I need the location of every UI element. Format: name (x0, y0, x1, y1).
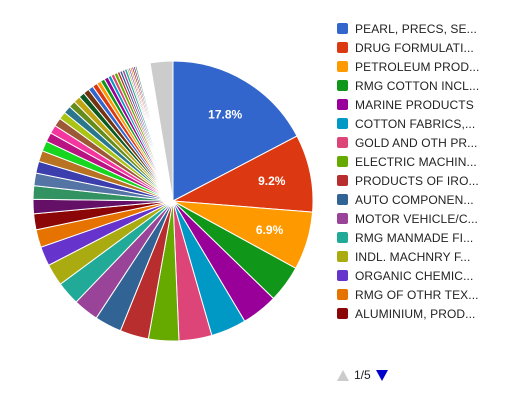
legend-item[interactable]: PEARL, PRECS, SE... (337, 19, 502, 38)
legend-swatch (337, 232, 348, 243)
legend-item[interactable]: ELECTRIC MACHIN... (337, 152, 502, 171)
legend-label: MOTOR VEHICLE/C... (355, 211, 478, 226)
page-down-arrow-icon[interactable] (375, 369, 388, 381)
legend-label: COTTON FABRICS,... (355, 116, 476, 131)
legend-swatch (337, 213, 348, 224)
legend-swatch (337, 61, 348, 72)
legend-label: AUTO COMPONEN... (355, 192, 474, 207)
legend-label: RMG MANMADE FI... (355, 230, 474, 245)
legend-swatch (337, 289, 348, 300)
legend-pager: 1/5 (337, 368, 388, 382)
legend-label: ALUMINIUM, PROD... (355, 306, 476, 321)
legend-label: PRODUCTS OF IRO... (355, 173, 479, 188)
pie-slice-0[interactable] (172, 60, 298, 202)
pie-slice-65[interactable] (149, 60, 174, 202)
legend-item[interactable]: ORGANIC CHEMIC... (337, 266, 502, 285)
legend-item[interactable]: PRODUCTS OF IRO... (337, 171, 502, 190)
legend-item[interactable]: RMG OF OTHR TEX... (337, 285, 502, 304)
legend-item[interactable]: RMG COTTON INCL... (337, 76, 502, 95)
legend-item[interactable]: MOTOR VEHICLE/C... (337, 209, 502, 228)
legend-swatch (337, 251, 348, 262)
page-up-arrow-icon (337, 369, 349, 381)
legend-item[interactable]: MARINE PRODUCTS (337, 95, 502, 114)
legend: PEARL, PRECS, SE... DRUG FORMULATI... PETR… (337, 19, 502, 323)
slice-data-label-2: 6.9% (256, 223, 284, 237)
legend-swatch (337, 99, 348, 110)
legend-swatch (337, 308, 348, 319)
legend-swatch (337, 194, 348, 205)
legend-label: PEARL, PRECS, SE... (355, 21, 477, 36)
legend-item[interactable]: PETROLEUM PROD... (337, 57, 502, 76)
legend-item[interactable]: COTTON FABRICS,... (337, 114, 502, 133)
legend-swatch (337, 156, 348, 167)
legend-swatch (337, 118, 348, 129)
legend-swatch (337, 175, 348, 186)
legend-label: ORGANIC CHEMIC... (355, 268, 474, 283)
legend-swatch (337, 137, 348, 148)
legend-item[interactable]: INDL. MACHNRY F... (337, 247, 502, 266)
legend-item[interactable]: AUTO COMPONEN... (337, 190, 502, 209)
legend-item[interactable]: DRUG FORMULATI... (337, 38, 502, 57)
legend-item[interactable]: ALUMINIUM, PROD... (337, 304, 502, 323)
legend-label: GOLD AND OTH PR... (355, 135, 478, 150)
page-indicator: 1/5 (354, 368, 371, 382)
legend-label: RMG COTTON INCL... (355, 78, 480, 93)
legend-label: ELECTRIC MACHIN... (355, 154, 477, 169)
legend-label: INDL. MACHNRY F... (355, 249, 471, 264)
slice-data-label-0: 17.8% (208, 108, 242, 122)
pie-chart: 17.8% 9.2% 6.9% (32, 60, 314, 342)
legend-label: DRUG FORMULATI... (355, 40, 474, 55)
legend-label: MARINE PRODUCTS (355, 97, 474, 112)
slice-data-label-1: 9.2% (258, 174, 286, 188)
legend-item[interactable]: GOLD AND OTH PR... (337, 133, 502, 152)
legend-label: RMG OF OTHR TEX... (355, 287, 479, 302)
legend-swatch (337, 42, 348, 53)
legend-item[interactable]: RMG MANMADE FI... (337, 228, 502, 247)
legend-swatch (337, 23, 348, 34)
legend-swatch (337, 80, 348, 91)
legend-swatch (337, 270, 348, 281)
legend-label: PETROLEUM PROD... (355, 59, 480, 74)
